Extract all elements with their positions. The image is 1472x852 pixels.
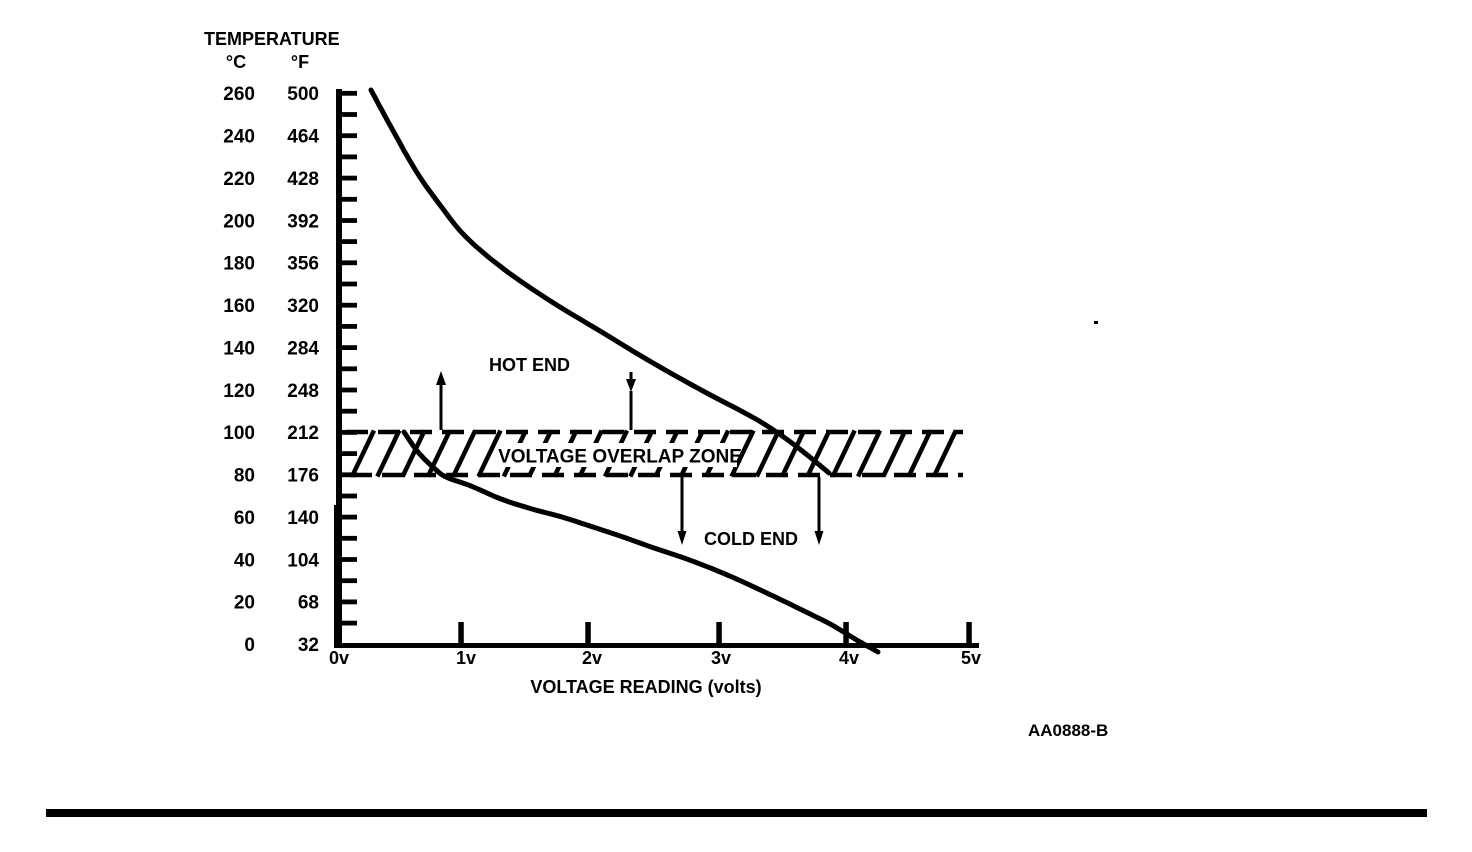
svg-text:160: 160 xyxy=(223,296,255,317)
svg-text:284: 284 xyxy=(287,338,319,359)
svg-text:428: 428 xyxy=(287,169,319,190)
svg-text:20: 20 xyxy=(234,593,255,614)
svg-text:140: 140 xyxy=(287,508,319,529)
svg-text:0: 0 xyxy=(244,635,255,656)
svg-text:TEMPERATURE: TEMPERATURE xyxy=(204,29,340,49)
svg-text:40: 40 xyxy=(234,550,255,571)
svg-text:80: 80 xyxy=(234,466,255,487)
svg-text:3v: 3v xyxy=(711,648,731,668)
svg-text:500: 500 xyxy=(287,84,319,105)
svg-text:180: 180 xyxy=(223,254,255,275)
svg-text:240: 240 xyxy=(223,127,255,148)
svg-text:176: 176 xyxy=(287,466,319,487)
svg-text:32: 32 xyxy=(298,635,319,656)
svg-text:104: 104 xyxy=(287,550,319,571)
svg-text:5v: 5v xyxy=(961,648,981,668)
svg-text:260: 260 xyxy=(223,84,255,105)
svg-text:0v: 0v xyxy=(329,648,349,668)
svg-text:AA0888-B: AA0888-B xyxy=(1028,721,1108,740)
svg-text:VOLTAGE READING (volts): VOLTAGE READING (volts) xyxy=(530,677,761,697)
svg-text:220: 220 xyxy=(223,169,255,190)
svg-text:°C: °C xyxy=(226,52,246,72)
svg-text:HOT END: HOT END xyxy=(489,355,570,375)
svg-text:248: 248 xyxy=(287,381,319,402)
svg-text:464: 464 xyxy=(287,127,319,148)
svg-text:COLD END: COLD END xyxy=(704,529,798,549)
svg-text:4v: 4v xyxy=(839,648,859,668)
svg-text:1v: 1v xyxy=(456,648,476,668)
svg-text:100: 100 xyxy=(223,423,255,444)
svg-text:392: 392 xyxy=(287,211,319,232)
svg-text:140: 140 xyxy=(223,338,255,359)
svg-text:212: 212 xyxy=(287,423,319,444)
svg-text:60: 60 xyxy=(234,508,255,529)
svg-text:120: 120 xyxy=(223,381,255,402)
svg-text:VOLTAGE OVERLAP ZONE: VOLTAGE OVERLAP ZONE xyxy=(498,447,742,468)
svg-text:°F: °F xyxy=(291,52,309,72)
svg-text:2v: 2v xyxy=(582,648,602,668)
svg-text:68: 68 xyxy=(298,593,319,614)
svg-text:320: 320 xyxy=(287,296,319,317)
svg-text:356: 356 xyxy=(287,254,319,275)
svg-text:200: 200 xyxy=(223,211,255,232)
